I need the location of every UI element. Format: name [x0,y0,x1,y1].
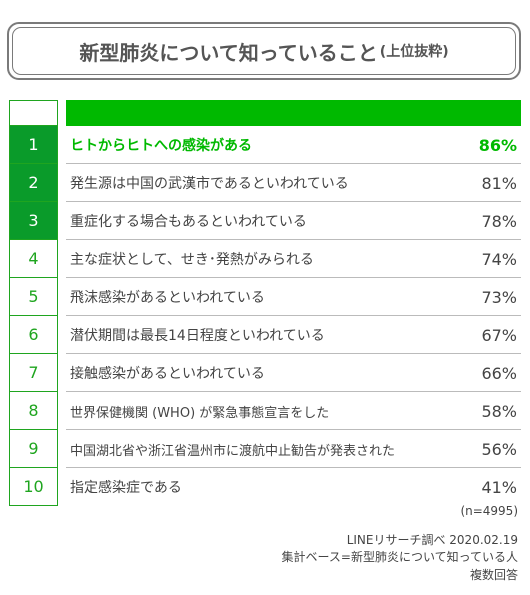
item-value-6: 67% [481,325,517,345]
item-value-10: 41% [481,477,517,497]
item-label-2: 発生源は中国の武漢市であるといわれている [70,176,349,192]
row-separator [66,429,521,430]
item-label-7: 接触感染があるといわれている [70,366,265,382]
page-title: 新型肺炎について知っていること [79,40,378,65]
item-label-3: 重症化する場合もあるといわれている [70,214,307,230]
item-label-10: 指定感染症である [70,480,182,496]
title-box: 新型肺炎について知っていること (上位抜粋) [7,22,521,80]
rank-cell-6: 6 [9,316,58,354]
source-credit: LINEリサーチ調べ 2020.02.19 [346,533,518,547]
rank-cell-7: 7 [9,354,58,392]
row-separator [66,277,521,278]
multiple-answer-note: 複数回答 [469,568,518,582]
row-separator [66,467,521,468]
row-separator [66,201,521,202]
item-value-7: 66% [481,363,517,383]
sample-size: (n=4995) [460,504,518,518]
aggregation-base: 集計ベース=新型肺炎について知っている人 [281,550,519,564]
row-separator [66,239,521,240]
page-subtitle: (上位抜粋) [379,44,449,60]
rank-cell-3: 3 [9,202,58,240]
title-inner-frame: 新型肺炎について知っていること (上位抜粋) [12,27,516,75]
row-separator [66,163,521,164]
rank-cell-2: 2 [9,164,58,202]
row-separator [66,391,521,392]
item-value-4: 74% [481,249,517,269]
item-label-8: 世界保健機関 (WHO) が緊急事態宣言をした [70,405,330,421]
row-separator [66,353,521,354]
rank-cell-5: 5 [9,278,58,316]
item-label-1: ヒトからヒトへの感染がある [70,138,252,154]
item-value-8: 58% [481,401,517,421]
item-value-5: 73% [481,287,517,307]
row-separator [66,315,521,316]
item-value-9: 56% [481,439,517,459]
table-header-bar [66,100,521,126]
item-value-3: 78% [481,211,517,231]
rank-column-header [9,100,58,126]
item-label-4: 主な症状として、せき･発熱がみられる [70,252,314,268]
rank-cell-4: 4 [9,240,58,278]
item-label-5: 飛沫感染があるといわれている [70,290,265,306]
item-label-6: 潜伏期間は最長14日程度といわれている [70,328,325,344]
rank-cell-9: 9 [9,430,58,468]
rank-cell-1: 1 [9,126,58,164]
rank-cell-10: 10 [9,468,58,506]
item-label-9: 中国湖北省や浙江省温州市に渡航中止勧告が発表された [70,443,396,459]
rank-cell-8: 8 [9,392,58,430]
item-value-2: 81% [481,173,517,193]
item-value-1: 86% [478,135,517,155]
